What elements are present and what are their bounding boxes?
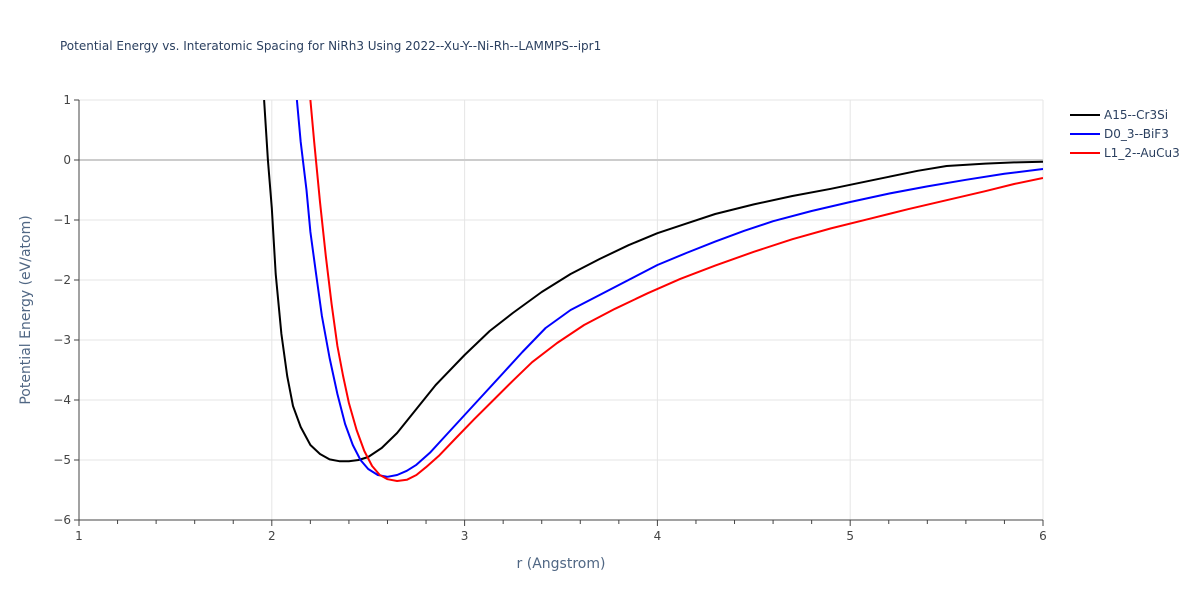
legend-item-1[interactable]: D0_3--BiF3: [1070, 127, 1169, 141]
series-line-1: [295, 100, 1043, 478]
y-axis-ticks: 1 0 −1 −2 −3 −4 −5 −6: [53, 93, 79, 527]
y-tick-label: −2: [53, 273, 71, 287]
x-tick-label: 2: [268, 529, 276, 543]
grid-lines: [79, 99, 1044, 520]
y-axis-label: Potential Energy (eV/atom): [18, 215, 34, 404]
x-tick-label: 4: [654, 529, 662, 543]
y-tick-label: −3: [53, 333, 71, 347]
legend-label: A15--Cr3Si: [1104, 108, 1168, 122]
y-tick-label: 1: [63, 93, 71, 107]
legend-item-2[interactable]: L1_2--AuCu3: [1070, 146, 1180, 160]
y-tick-label: −1: [53, 213, 71, 227]
x-tick-label: 3: [461, 529, 469, 543]
y-tick-label: −5: [53, 453, 71, 467]
y-tick-label: −4: [53, 393, 71, 407]
x-tick-label: 1: [75, 529, 83, 543]
legend-label: L1_2--AuCu3: [1104, 146, 1180, 160]
legend-item-0[interactable]: A15--Cr3Si: [1070, 108, 1168, 122]
x-tick-label: 5: [846, 529, 854, 543]
series-line-0: [263, 100, 1043, 463]
y-tick-label: 0: [63, 153, 71, 167]
series-lines: [263, 100, 1043, 482]
legend-label: D0_3--BiF3: [1104, 127, 1169, 141]
legend[interactable]: A15--Cr3Si D0_3--BiF3 L1_2--AuCu3: [1070, 108, 1180, 160]
y-tick-label: −6: [53, 513, 71, 527]
x-axis-label: r (Angstrom): [517, 556, 606, 572]
axes: [78, 100, 1043, 521]
series-line-2: [309, 100, 1043, 482]
chart-title: Potential Energy vs. Interatomic Spacing…: [60, 39, 601, 53]
x-tick-label: 6: [1039, 529, 1047, 543]
x-axis-ticks: 1 2 3 4 5 6: [75, 520, 1047, 543]
